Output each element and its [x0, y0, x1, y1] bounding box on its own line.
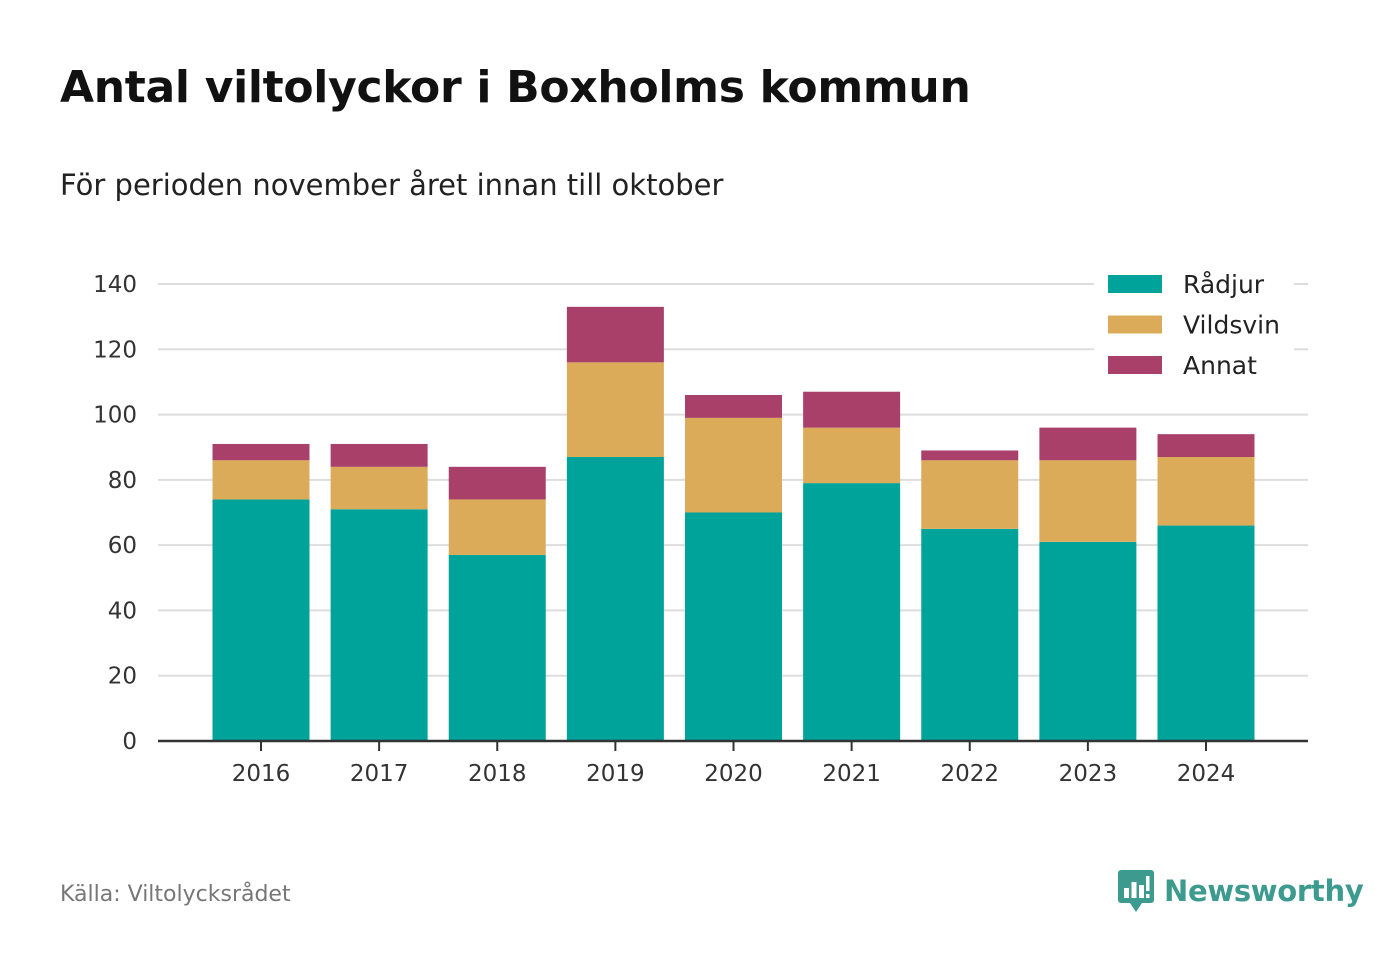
bar-segment: [212, 460, 310, 500]
x-tick-label: 2024: [1177, 761, 1236, 787]
bar-segment: [921, 528, 1019, 741]
legend-swatch: [1108, 275, 1162, 293]
x-axis: 2016 2017 2018 2019 2020 2021 2022 2023 2024: [158, 739, 1308, 787]
bar-segment: [448, 499, 546, 555]
legend-label: Annat: [1183, 351, 1257, 380]
bar-segment: [448, 466, 546, 500]
y-tick-label: 100: [93, 403, 137, 429]
bar-segment: [921, 450, 1019, 461]
x-tick-label: 2019: [586, 761, 645, 787]
bar-segment: [212, 499, 310, 741]
y-tick-label: 60: [108, 533, 137, 559]
bar-segment: [1157, 525, 1255, 741]
bar-segment: [330, 443, 428, 467]
bar-segment: [1157, 434, 1255, 458]
brand-logo: Newsworthy: [1118, 868, 1364, 914]
bar-segment: [212, 443, 310, 461]
bar-segment: [1039, 541, 1137, 741]
x-tick-label: 2018: [468, 761, 527, 787]
bar-segment: [685, 417, 782, 513]
bar-segment: [566, 306, 664, 363]
newsworthy-logo-icon: [1118, 870, 1154, 912]
bars: [212, 306, 1255, 741]
bar-segment: [566, 457, 664, 741]
chart-title: Antal viltolyckor i Boxholms kommun: [60, 62, 971, 113]
x-tick-label: 2016: [232, 761, 291, 787]
bar-segment: [1039, 460, 1137, 542]
legend-label: Rådjur: [1183, 270, 1265, 299]
y-tick-label: 120: [93, 337, 137, 363]
legend-swatch: [1108, 356, 1162, 374]
bar-segment: [330, 509, 428, 741]
y-tick-label: 140: [93, 272, 137, 298]
x-tick-label: 2021: [822, 761, 881, 787]
source-note: Källa: Viltolycksrådet: [60, 882, 291, 907]
x-tick-label: 2017: [350, 761, 409, 787]
x-tick-label: 2020: [704, 761, 763, 787]
bar-segment: [803, 483, 901, 741]
legend-label: Vildsvin: [1183, 311, 1280, 340]
y-tick-label: 20: [108, 664, 137, 690]
y-tick-label: 80: [108, 468, 137, 494]
bar-segment: [566, 362, 664, 458]
y-tick-label: 40: [108, 598, 137, 624]
brand-name: Newsworthy: [1164, 874, 1364, 908]
bar-segment: [803, 427, 901, 484]
legend-swatch: [1108, 315, 1162, 334]
bar-segment: [1039, 427, 1137, 461]
bar-segment: [1157, 457, 1255, 526]
bar-segment: [803, 391, 901, 428]
legend: Rådjur Vildsvin Annat: [1094, 264, 1294, 386]
bar-segment: [330, 466, 428, 510]
y-axis: 0 20 40 60 80 100 120 140: [93, 272, 137, 755]
y-tick-label: 0: [122, 729, 137, 755]
x-tick-label: 2022: [940, 761, 999, 787]
bar-segment: [685, 394, 782, 418]
bar-segment: [921, 460, 1019, 529]
x-tick-label: 2023: [1059, 761, 1118, 787]
bar-segment: [685, 512, 782, 741]
chart-subtitle: För perioden november året innan till ok…: [60, 168, 724, 202]
bar-segment: [448, 554, 546, 741]
